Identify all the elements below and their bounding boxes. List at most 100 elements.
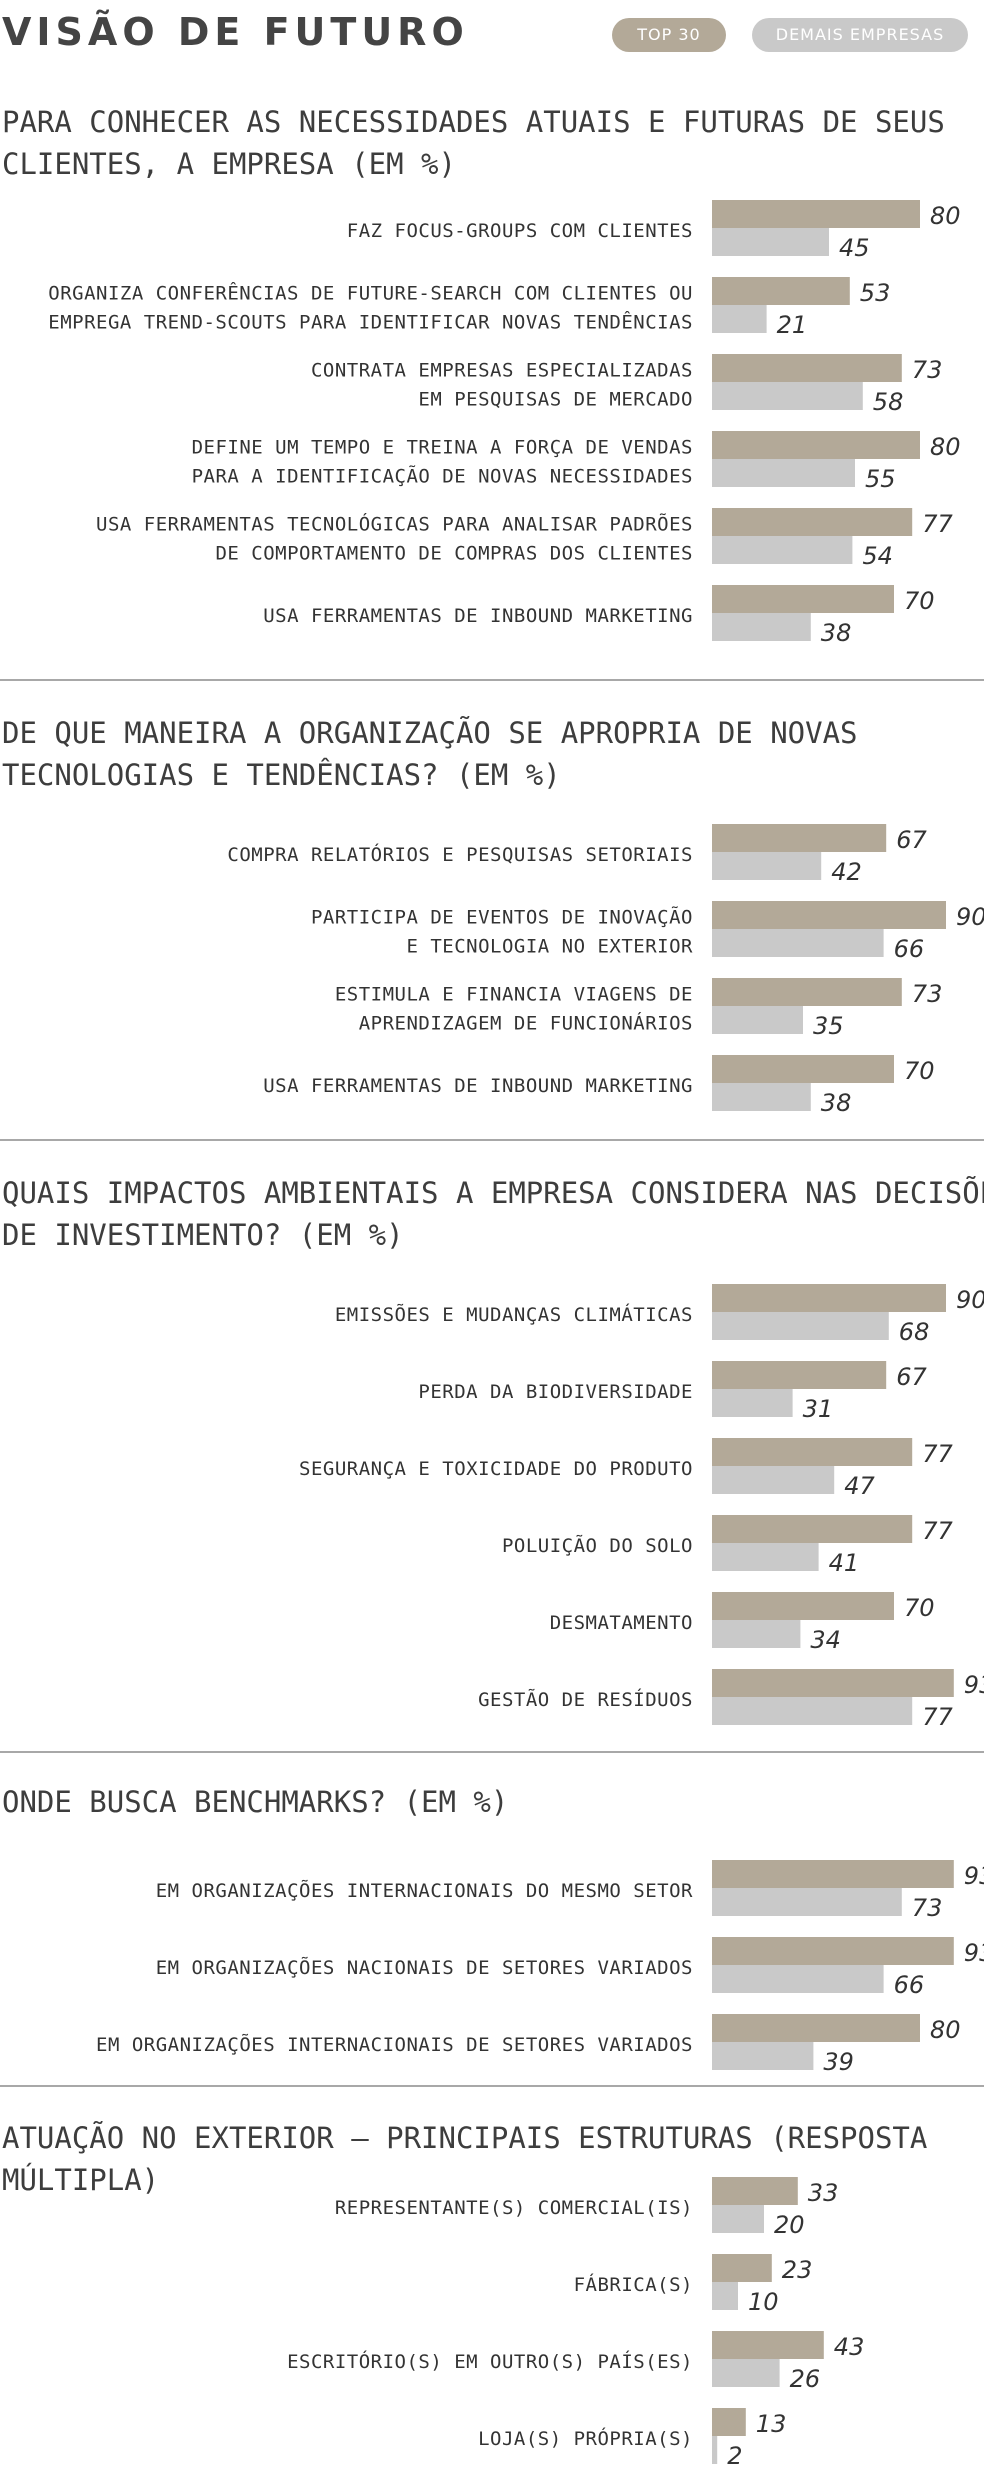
chart-5-bar-demais [712, 2205, 764, 2233]
chart-1-value-top30: 77 [922, 510, 953, 538]
chart-5-title-line-2: MÚLTIPLA) [2, 2163, 159, 2197]
legend-top30-badge: TOP 30 [612, 18, 726, 52]
chart-4-title-line-1: ONDE BUSCA BENCHMARKS? (EM %) [2, 1785, 508, 1819]
chart-5-bar-top30 [712, 2408, 746, 2436]
chart-1-value-demais: 58 [873, 388, 904, 416]
chart-4-category-label: EM ORGANIZAÇÕES INTERNACIONAIS DE SETORE… [96, 2033, 693, 2056]
chart-3-bar-top30 [712, 1592, 894, 1620]
chart-1-value-top30: 70 [904, 587, 935, 615]
chart-3-value-top30: 67 [896, 1363, 927, 1391]
chart-5-category-label: FÁBRICA(S) [574, 2273, 693, 2296]
chart-5-category-label: REPRESENTANTE(S) COMERCIAL(IS) [335, 2197, 693, 2219]
chart-1-bar-top30 [712, 277, 850, 305]
chart-3-category-label: EMISSÕES E MUDANÇAS CLIMÁTICAS [335, 1303, 693, 1326]
page-title: VISÃO DE FUTURO [2, 10, 469, 54]
chart-3-value-demais: 31 [803, 1395, 834, 1423]
chart-1-title-line-1: PARA CONHECER AS NECESSIDADES ATUAIS E F… [2, 105, 945, 139]
chart-3-value-demais: 68 [899, 1318, 930, 1346]
chart-1-value-demais: 55 [865, 465, 896, 493]
chart-3-value-top30: 90 [956, 1286, 984, 1314]
chart-1-value-demais: 54 [862, 542, 893, 570]
chart-4-value-top30: 80 [930, 2016, 961, 2044]
chart-1-bar-top30 [712, 431, 920, 459]
chart-1-bar-top30 [712, 585, 894, 613]
chart-2-category-label: APRENDIZAGEM DE FUNCIONÁRIOS [359, 1012, 693, 1035]
chart-1-category-label: PARA A IDENTIFICAÇÃO DE NOVAS NECESSIDAD… [192, 465, 693, 488]
chart-1-category-label: ORGANIZA CONFERÊNCIAS DE FUTURE-SEARCH C… [48, 282, 693, 305]
chart-3-bar-top30 [712, 1284, 946, 1312]
chart-4-bar-demais [712, 1965, 884, 1993]
chart-1-category-label: FAZ FOCUS-GROUPS COM CLIENTES [347, 220, 693, 242]
chart-5-bar-demais [712, 2359, 780, 2387]
chart-3-bar-top30 [712, 1361, 887, 1389]
chart-3-category-label: SEGURANÇA E TOXICIDADE DO PRODUTO [299, 1458, 693, 1480]
chart-1-value-top30: 80 [930, 202, 961, 230]
chart-5-value-top30: 43 [834, 2333, 865, 2361]
chart-5-value-demais: 10 [748, 2288, 779, 2316]
chart-2-title-line-2: TECNOLOGIAS E TENDÊNCIAS? (EM %) [2, 758, 561, 792]
chart-5-value-demais: 2 [727, 2442, 742, 2470]
chart-5-value-top30: 33 [808, 2179, 839, 2207]
chart-1-bar-demais [712, 613, 811, 641]
chart-3-value-demais: 41 [829, 1549, 860, 1577]
chart-3-bar-demais [712, 1697, 913, 1725]
chart-5-bar-top30 [712, 2177, 798, 2205]
chart-3-bar-demais [712, 1620, 801, 1648]
chart-1-category-label: DE COMPORTAMENTO DE COMPRAS DOS CLIENTES [215, 543, 693, 565]
chart-5-value-top30: 23 [782, 2256, 813, 2284]
chart-4-bar-demais [712, 2042, 814, 2070]
chart-2-value-top30: 90 [956, 903, 984, 931]
chart-3-bar-demais [712, 1312, 889, 1340]
chart-1-value-top30: 80 [930, 433, 961, 461]
chart-3-bar-top30 [712, 1515, 913, 1543]
chart-2-category-label: PARTICIPA DE EVENTOS DE INOVAÇÃO [311, 906, 693, 929]
chart-5-bar-demais [712, 2282, 738, 2310]
chart-3-category-label: GESTÃO DE RESÍDUOS [478, 1688, 693, 1711]
chart-1-bar-demais [712, 382, 863, 410]
chart-4-value-demais: 73 [912, 1894, 943, 1922]
chart-5-bar-top30 [712, 2331, 824, 2359]
chart-3-bar-demais [712, 1466, 835, 1494]
chart-3-value-demais: 47 [844, 1472, 875, 1500]
chart-1-value-demais: 21 [777, 311, 808, 339]
chart-3-value-top30: 77 [922, 1440, 953, 1468]
chart-4-value-demais: 66 [894, 1971, 925, 1999]
chart-2-bar-demais [712, 852, 822, 880]
chart-3-value-top30: 93 [964, 1671, 984, 1699]
chart-2-category-label: E TECNOLOGIA NO EXTERIOR [406, 936, 693, 958]
chart-2-category-label: USA FERRAMENTAS DE INBOUND MARKETING [263, 1075, 693, 1097]
chart-2-value-top30: 70 [904, 1057, 935, 1085]
chart-2-category-label: ESTIMULA E FINANCIA VIAGENS DE [335, 984, 693, 1006]
chart-3-bar-top30 [712, 1438, 913, 1466]
chart-1-bar-demais [712, 536, 853, 564]
chart-2-bar-top30 [712, 978, 902, 1006]
page-header: VISÃO DE FUTURO TOP 30 DEMAIS EMPRESAS [0, 0, 984, 80]
chart-2-value-top30: 73 [912, 980, 943, 1008]
chart-1-value-top30: 53 [860, 279, 891, 307]
chart-2-bar-demais [712, 929, 884, 957]
chart-2-bar-demais [712, 1083, 811, 1111]
chart-1-bar-top30 [712, 200, 920, 228]
chart-4-bar-top30 [712, 2014, 920, 2042]
chart-3-value-demais: 77 [922, 1703, 953, 1731]
chart-1-category-label: EMPREGA TREND-SCOUTS PARA IDENTIFICAR NO… [48, 311, 693, 334]
chart-5-category-label: LOJA(S) PRÓPRIA(S) [478, 2426, 693, 2450]
chart-4-value-top30: 93 [964, 1862, 984, 1890]
chart-1-category-label: EM PESQUISAS DE MERCADO [418, 389, 693, 411]
chart-2-value-demais: 35 [813, 1012, 844, 1040]
chart-4-category-label: EM ORGANIZAÇÕES NACIONAIS DE SETORES VAR… [156, 1956, 693, 1979]
chart-1-category-label: USA FERRAMENTAS DE INBOUND MARKETING [263, 605, 693, 627]
chart-5-title-line-1: ATUAÇÃO NO EXTERIOR – PRINCIPAIS ESTRUTU… [2, 2121, 927, 2155]
chart-5-value-demais: 26 [790, 2365, 821, 2393]
chart-3-title-line-2: DE INVESTIMENTO? (EM %) [2, 1218, 404, 1252]
chart-5-category-label: ESCRITÓRIO(S) EM OUTRO(S) PAÍS(ES) [287, 2349, 693, 2373]
chart-1-value-demais: 45 [839, 234, 870, 262]
chart-5-bar-demais [712, 2436, 718, 2464]
chart-1-bar-top30 [712, 354, 902, 382]
chart-3-value-demais: 34 [810, 1626, 841, 1654]
chart-2-value-demais: 66 [894, 935, 925, 963]
chart-3-bar-demais [712, 1389, 793, 1417]
chart-1-value-top30: 73 [912, 356, 943, 384]
chart-2-bar-top30 [712, 901, 946, 929]
chart-2-bar-demais [712, 1006, 803, 1034]
